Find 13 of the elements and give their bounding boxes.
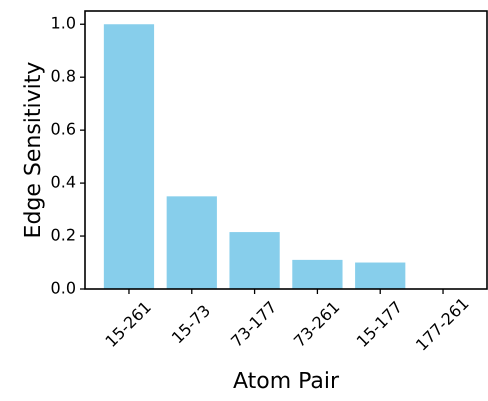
y-tick-label: 1.0 — [50, 14, 76, 33]
y-tick-label: 0.4 — [50, 172, 76, 192]
bar — [104, 24, 154, 289]
bar — [355, 262, 406, 289]
y-tick-label: 0.6 — [50, 120, 76, 139]
y-tick-label: 0.0 — [50, 278, 76, 298]
x-axis-title: Atom Pair — [232, 369, 340, 394]
bar — [166, 196, 217, 289]
y-tick-label: 0.8 — [50, 66, 76, 86]
y-tick-label: 0.2 — [50, 225, 76, 244]
bar — [229, 232, 280, 289]
y-axis-title: Edge Sensitivity — [21, 62, 46, 238]
bar — [292, 260, 343, 289]
